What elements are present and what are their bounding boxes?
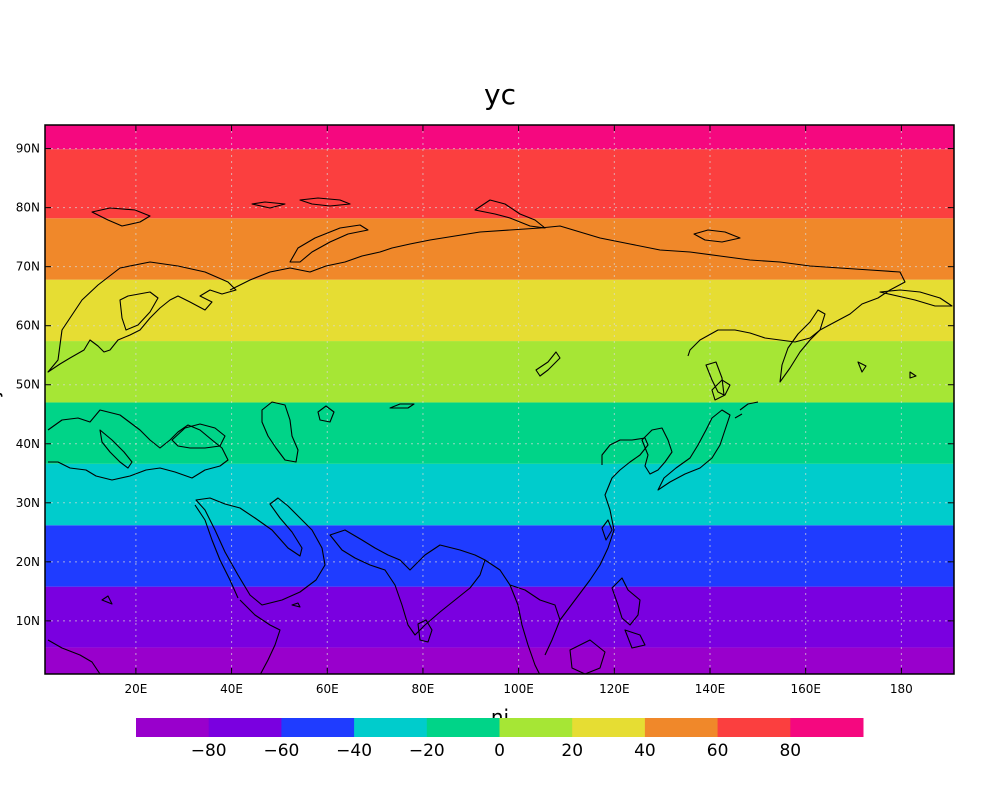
colorbar-swatch — [717, 718, 791, 737]
colorbar-tick-label: 20 — [561, 741, 583, 761]
colorbar — [136, 718, 864, 737]
color-band — [45, 525, 954, 587]
color-bands — [45, 125, 954, 674]
longitude-tick-label: 120E — [599, 682, 630, 696]
colorbar-labels: −80 −60 −40 −20 0 20 40 60 80 — [191, 741, 801, 761]
coastline-aral — [317, 405, 335, 423]
coastline-africa-east — [47, 639, 101, 674]
colorbar-tick-label: −40 — [336, 741, 372, 761]
color-band — [45, 341, 954, 403]
plot-frame — [44, 124, 955, 675]
coastline-europe-south — [47, 409, 229, 481]
colorbar-tick-label: 80 — [779, 741, 801, 761]
longitude-tick-labels: 20E 40E 60E 80E 100E 120E 140E 160E 180 — [124, 682, 912, 696]
longitude-tick-label: 60E — [316, 682, 339, 696]
coastline-taiwan — [601, 519, 613, 541]
latitude-tick-label: 30N — [16, 496, 40, 510]
latitude-tick-label: 10N — [16, 614, 40, 628]
coastline-russia-north — [229, 225, 906, 357]
colorbar-tick-label: −60 — [263, 741, 299, 761]
coastline-italy — [99, 429, 133, 469]
coastline-caspian — [261, 401, 299, 463]
latitude-tick-labels: 10N 20N 30N 40N 50N 60N 70N 80N 90N — [16, 142, 40, 628]
color-band — [45, 218, 954, 280]
color-band — [45, 463, 954, 526]
coastline-southeast-asia — [484, 437, 649, 674]
longitude-tick-label: 40E — [220, 682, 243, 696]
latitude-tick-label: 40N — [16, 437, 40, 451]
map-title: yc — [484, 78, 516, 111]
graticule-grid — [45, 125, 954, 674]
coastline-sakhalin — [705, 361, 725, 396]
colorbar-swatch — [499, 718, 573, 737]
colorbar-tick-label: −80 — [191, 741, 227, 761]
colorbar-swatch — [644, 718, 719, 737]
longitude-tick-label: 140E — [695, 682, 726, 696]
coastline-japan — [657, 379, 731, 491]
colorbar-swatch — [790, 718, 864, 737]
coastline-kuril — [734, 401, 759, 419]
coastline-africa-horn — [194, 504, 281, 674]
color-band — [45, 279, 954, 342]
colorbar-swatch — [281, 718, 355, 737]
latitude-tick-label: 70N — [16, 260, 40, 274]
coastline-taimyr — [474, 199, 546, 229]
coastline-svalbard — [91, 207, 151, 227]
color-band — [45, 125, 954, 150]
coastline-chukotka — [879, 289, 953, 307]
color-band — [45, 402, 954, 464]
colorbar-swatch — [136, 718, 210, 737]
latitude-tick-label: 50N — [16, 378, 40, 392]
colorbar-swatch — [426, 718, 500, 737]
coastline-arabia — [195, 497, 326, 606]
axis-ticks — [45, 125, 954, 674]
coastline-kamchatka — [779, 309, 826, 383]
longitude-tick-label: 180 — [890, 682, 913, 696]
coastline-baltic — [119, 291, 159, 331]
y-axis-label: nj — [0, 391, 3, 409]
colorbar-swatch — [354, 718, 428, 737]
colorbar-swatch — [572, 718, 646, 737]
coastlines — [47, 197, 953, 674]
colorbar-swatch — [208, 718, 282, 737]
colorbar-tick-label: 40 — [634, 741, 656, 761]
coastline-philippines — [611, 577, 646, 649]
coastline-balkhash — [389, 403, 415, 409]
coastline-new-siberian — [693, 229, 741, 243]
coastline-borneo — [569, 639, 606, 674]
longitude-tick-label: 80E — [412, 682, 435, 696]
coastline-korea — [641, 427, 673, 475]
color-band — [45, 586, 954, 648]
longitude-tick-label: 100E — [503, 682, 534, 696]
latitude-tick-label: 20N — [16, 555, 40, 569]
coastline-socotra — [291, 602, 301, 608]
coastline-scandinavia — [47, 261, 237, 373]
longitude-tick-label: 160E — [790, 682, 821, 696]
coastline-island-small — [101, 351, 917, 605]
colorbar-tick-label: 0 — [494, 741, 505, 761]
latitude-tick-label: 60N — [16, 319, 40, 333]
coastline-franz-josef — [251, 197, 351, 209]
longitude-tick-label: 20E — [124, 682, 147, 696]
colorbar-tick-label: 60 — [707, 741, 729, 761]
coastline-india — [329, 529, 486, 636]
colorbar-tick-label: −20 — [409, 741, 445, 761]
coastline-novaya-zemlya — [289, 224, 369, 263]
latitude-tick-label: 90N — [16, 142, 40, 156]
coastline-sri-lanka — [417, 619, 433, 643]
color-band — [45, 149, 954, 219]
coastline-black-sea — [171, 423, 226, 449]
color-band — [45, 647, 954, 674]
latitude-tick-label: 80N — [16, 201, 40, 215]
